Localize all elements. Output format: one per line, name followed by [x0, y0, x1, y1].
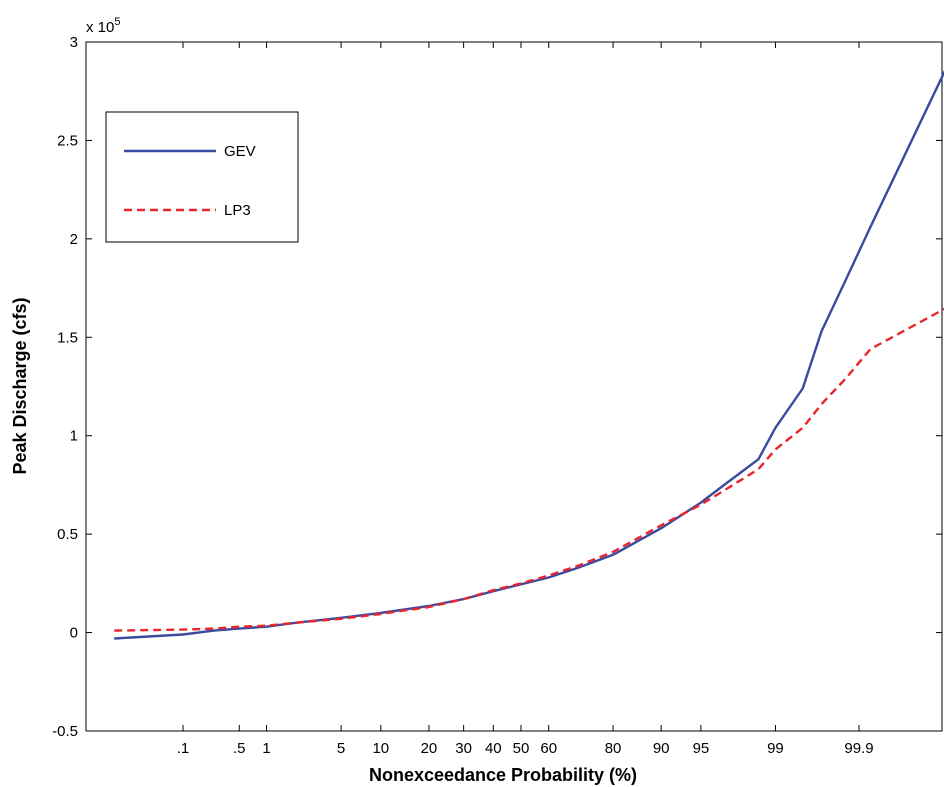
x-tick-label: 10	[372, 740, 389, 757]
x-tick-label: 30	[455, 740, 472, 757]
y-tick-label: 2	[70, 231, 78, 248]
x-axis: .1 .5 1 5 10 20 30 40 50 60 80 90 95 99 99.9	[177, 42, 874, 757]
x-tick-label: .1	[177, 740, 190, 757]
series-layer	[114, 70, 944, 640]
x-tick-label: 99.9	[844, 740, 873, 757]
x-tick-label: 50	[513, 740, 530, 757]
y-axis: -0.5 0 0.5 1 1.5 2 2.5 3	[52, 34, 942, 740]
x-tick-label: 99	[767, 740, 784, 757]
y-tick-label: 3	[70, 34, 78, 51]
y-tick-label: -0.5	[52, 723, 78, 740]
x-tick-label: 80	[605, 740, 622, 757]
legend-box	[105, 111, 299, 243]
legend-label-lp3: LP3	[224, 202, 251, 219]
legend: GEV LP3	[105, 111, 299, 243]
y-multiplier: x 105	[86, 16, 120, 36]
x-tick-label: 60	[540, 740, 557, 757]
x-tick-label: 40	[485, 740, 502, 757]
y-tick-label: 1	[70, 428, 78, 445]
x-tick-label: 90	[653, 740, 670, 757]
legend-label-gev: GEV	[224, 143, 256, 160]
y-tick-label: 1.5	[57, 329, 78, 346]
y-axis-label: Peak Discharge (cfs)	[10, 297, 30, 474]
x-tick-label: 5	[337, 740, 345, 757]
series-line-gev	[114, 70, 944, 640]
y-tick-label: 0	[70, 625, 78, 642]
x-axis-label: Nonexceedance Probability (%)	[369, 765, 637, 785]
x-tick-label: .5	[233, 740, 246, 757]
y-tick-label: 2.5	[57, 132, 78, 149]
x-tick-label: 1	[262, 740, 270, 757]
x-tick-label: 95	[693, 740, 710, 757]
y-tick-label: 0.5	[57, 526, 78, 543]
x-tick-label: 20	[421, 740, 438, 757]
